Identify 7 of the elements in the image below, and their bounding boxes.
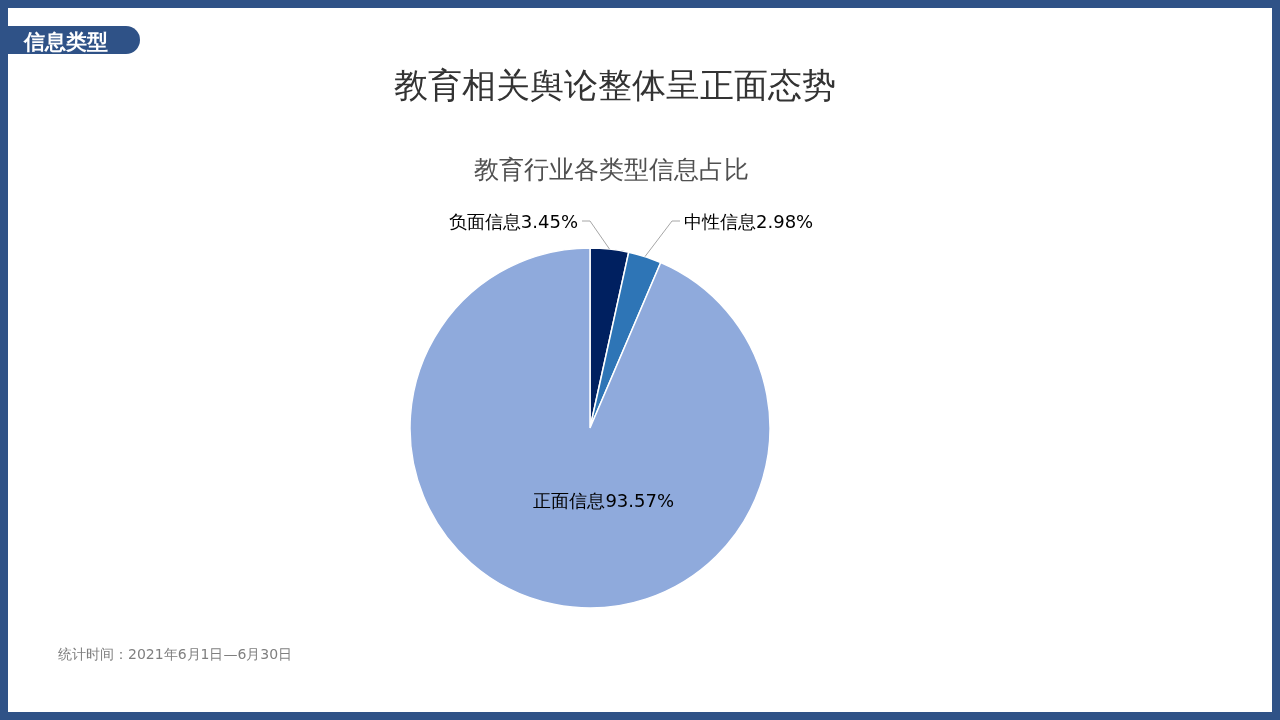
text: 统计时间：2021年6月1日—6月30日 [58,646,293,662]
slice-label: 中性信息2.98% [684,211,814,232]
slice-label: 负面信息3.45% [448,211,578,232]
slice-label: 正面信息93.57% [533,490,675,512]
chart-title: 教育相关舆论整体呈正面态势 [394,65,836,105]
chart-subtitle: 教育行业各类型信息占比 [473,155,749,184]
tag: 信息类型 [8,26,140,54]
